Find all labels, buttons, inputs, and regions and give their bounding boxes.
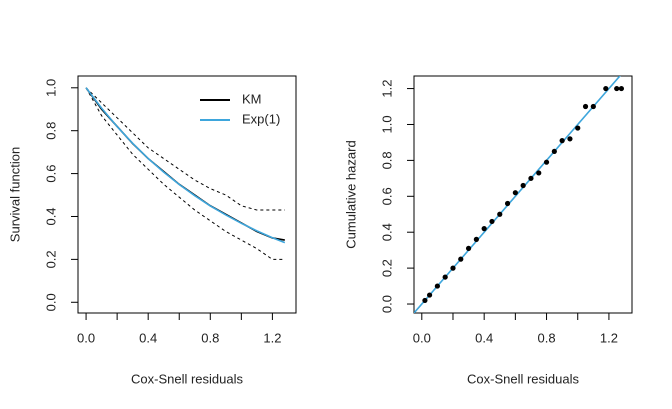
y-axis-label: Cumulative hazard	[343, 140, 358, 248]
point	[442, 274, 448, 280]
point	[582, 103, 589, 110]
series-line	[85, 87, 286, 244]
point	[481, 226, 487, 232]
y-tick-label: 0.0	[43, 293, 58, 311]
point	[575, 125, 581, 131]
y-tick-label: 0.0	[379, 295, 394, 313]
point	[551, 148, 557, 155]
y-tick-label: 0.4	[43, 207, 58, 225]
point	[520, 182, 526, 189]
point	[512, 190, 518, 196]
point	[567, 136, 573, 142]
y-tick-label: 0.8	[43, 122, 58, 140]
legend-label: Exp(1)	[242, 111, 280, 126]
point	[504, 200, 511, 207]
y-axis-label: Survival function	[7, 147, 22, 242]
x-axis-label: Cox-Snell residuals	[467, 371, 579, 386]
y-tick-label: 1.0	[379, 115, 394, 133]
y-tick-label: 0.8	[379, 151, 394, 169]
point	[426, 292, 433, 298]
legend-label: KM	[242, 91, 262, 106]
x-tick-label: 1.2	[600, 330, 618, 345]
y-tick-label: 1.2	[379, 80, 394, 98]
upper-band	[85, 87, 285, 211]
point	[603, 85, 609, 92]
y-tick-label: 0.6	[43, 165, 58, 183]
point	[473, 236, 479, 242]
x-tick-label: 0.8	[538, 330, 556, 345]
x-tick-label: 0.4	[475, 330, 493, 345]
y-tick-label: 0.2	[43, 250, 58, 268]
lower-band	[85, 87, 285, 260]
point	[618, 85, 624, 92]
point	[543, 159, 550, 165]
x-tick-label: 0.8	[201, 330, 219, 345]
x-tick-label: 0.0	[413, 330, 431, 345]
y-tick-label: 0.6	[379, 187, 394, 205]
y-tick-label: 0.4	[379, 223, 394, 241]
point	[536, 170, 542, 176]
plot-box	[413, 75, 633, 314]
x-tick-label: 0.0	[77, 330, 95, 345]
x-axis-label: Cox-Snell residuals	[131, 371, 243, 386]
point	[590, 103, 596, 110]
y-tick-label: 1.0	[43, 79, 58, 97]
y-tick-label: 0.2	[379, 259, 394, 277]
plot-box	[77, 75, 297, 314]
point	[497, 211, 503, 217]
point	[458, 256, 464, 262]
point	[559, 138, 565, 144]
point	[528, 175, 534, 181]
x-tick-label: 1.2	[263, 330, 281, 345]
point	[434, 283, 440, 289]
point	[614, 85, 620, 92]
point	[465, 245, 472, 251]
point	[450, 265, 456, 271]
panel: 0.0 0.4 0.8 1.2 0.0 0.2 0.4 0.6 0.8 1.0 Cox-Snell …	[7, 75, 297, 386]
point	[489, 218, 495, 225]
point	[422, 297, 428, 304]
panel: 0.0 0.4 0.8 1.2 0.0 0.2 0.4 0.6 0.8 1.0 1.2 Cox-Sne…	[343, 75, 633, 386]
x-tick-label: 0.4	[139, 330, 157, 345]
